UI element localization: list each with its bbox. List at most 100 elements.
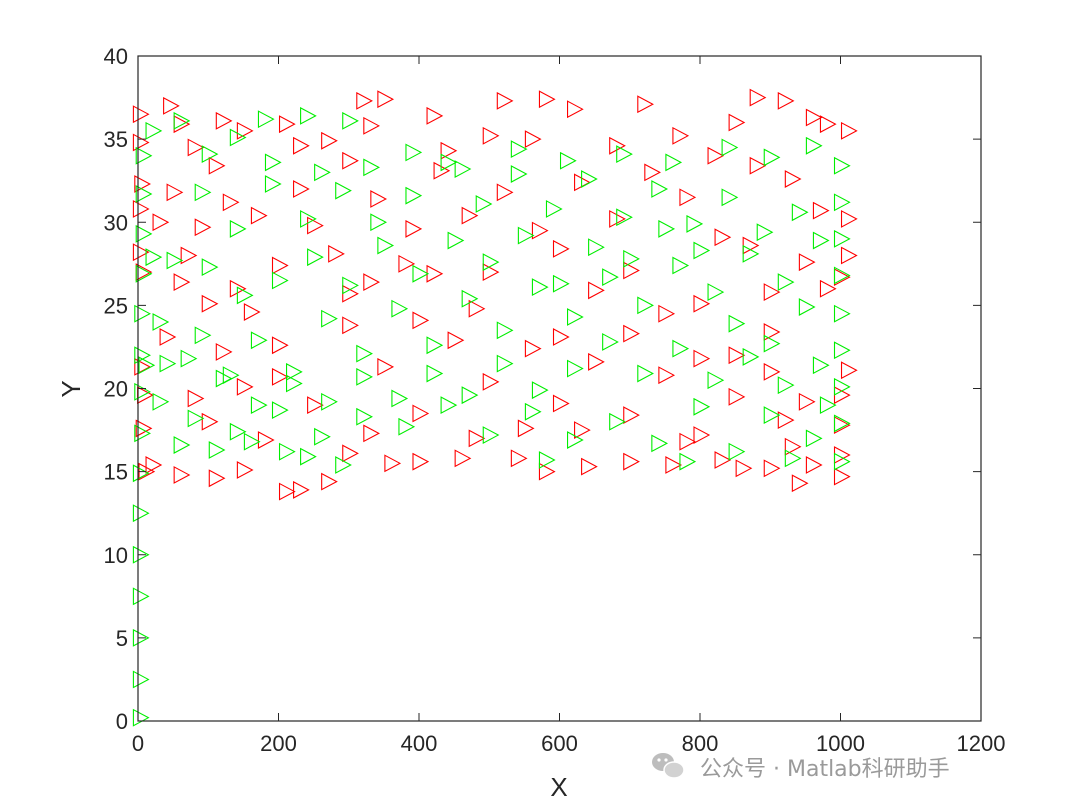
y-tick-label: 40 [104,44,128,69]
triangle-marker [496,183,514,202]
triangle-marker [819,279,837,298]
triangle-marker [552,394,570,413]
triangle-marker [187,138,205,157]
triangle-marker [552,274,570,293]
triangle-marker [307,396,324,415]
triangle-marker [321,472,338,491]
triangle-marker [672,339,690,358]
triangle-marker [566,359,584,378]
triangle-marker [728,314,746,333]
triangle-marker [658,219,676,238]
triangle-marker [728,387,746,406]
triangle-marker [707,146,725,165]
triangle-marker [307,248,324,267]
triangle-marker [300,106,317,125]
triangle-marker [840,210,858,228]
triangle-marker [377,357,395,376]
triangle-marker [215,343,233,361]
triangle-marker [707,283,725,301]
triangle-marker [342,444,359,463]
triangle-marker [454,160,472,178]
triangle-marker [552,328,570,346]
triangle-marker [300,447,317,466]
triangle-marker [132,670,150,689]
triangle-marker [524,402,542,421]
triangle-marker [314,163,331,182]
triangle-marker [447,331,465,350]
triangle-marker [665,153,683,172]
triangle-marker [777,91,795,110]
triangle-marker [135,264,153,283]
triangle-marker [482,126,500,145]
x-tick-label: 400 [401,731,438,756]
y-tick-label: 25 [104,293,128,318]
triangle-marker [412,452,430,471]
triangle-marker [833,377,851,396]
triangle-marker [517,419,535,438]
triangle-marker [166,251,184,270]
triangle-marker [173,436,191,454]
triangle-marker [342,276,359,295]
triangle-marker [278,115,296,134]
triangle-marker [538,462,556,481]
triangle-marker [370,213,388,232]
triangle-marker [721,138,739,157]
triangle-marker [152,213,170,232]
triangle-marker [271,256,289,275]
triangle-marker [756,223,774,242]
triangle-marker [454,449,472,468]
triangle-marker [187,389,205,408]
triangle-marker [566,100,584,119]
triangle-marker [496,321,514,340]
triangle-marker [356,407,373,426]
triangle-marker [517,226,535,245]
triangle-marker [152,313,170,331]
x-tick-label: 1200 [957,731,1006,756]
series-1 [132,106,851,727]
triangle-marker [426,364,444,383]
triangle-marker [243,432,261,451]
triangle-marker [307,216,324,235]
triangle-marker [134,424,151,443]
triangle-marker [707,371,725,390]
triangle-marker [672,126,690,145]
triangle-marker [412,311,430,330]
triangle-marker [742,244,760,263]
triangle-marker [132,708,150,727]
triangle-marker [363,116,380,135]
triangle-marker [602,268,619,287]
triangle-marker [588,281,605,300]
triangle-marker [798,298,816,316]
wechat-icon [652,753,685,779]
triangle-marker [496,91,514,110]
triangle-marker [363,424,380,443]
triangle-marker [215,111,233,130]
triangle-marker [581,457,598,476]
triangle-marker [749,156,767,175]
triangle-marker [623,261,640,280]
y-tick-label: 5 [116,626,128,651]
triangle-marker [833,229,851,248]
triangle-marker [672,256,690,275]
triangle-marker [805,456,823,474]
triangle-marker [651,434,669,453]
triangle-marker [145,456,163,474]
triangle-marker [293,180,310,198]
triangle-marker [321,392,338,411]
triangle-marker [833,414,851,433]
triangle-marker [574,421,591,439]
triangle-marker [342,151,359,170]
triangle-marker [812,201,830,220]
triangle-marker [356,367,373,386]
triangle-marker [531,278,549,297]
triangle-marker [651,180,669,198]
y-tick-label: 20 [104,377,128,402]
triangle-marker [679,452,697,471]
y-tick-label: 0 [116,709,128,734]
triangle-marker [805,136,823,155]
triangle-marker [356,91,373,110]
triangle-marker [278,482,296,501]
triangle-marker [271,336,289,355]
triangle-marker [763,283,781,301]
triangle-marker [412,264,430,283]
